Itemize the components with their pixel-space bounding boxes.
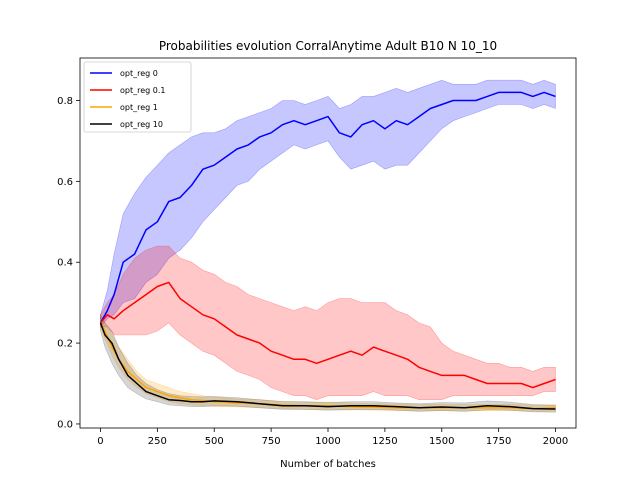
y-tick-label: 0.4 — [57, 258, 73, 269]
x-tick-label: 500 — [205, 436, 224, 447]
legend-box — [83, 61, 192, 133]
legend-label: opt_reg 1 — [120, 103, 158, 112]
x-tick-label: 750 — [262, 436, 281, 447]
x-tick-label: 1500 — [429, 436, 454, 447]
x-tick-label: 0 — [97, 436, 103, 447]
y-tick-label: 0.2 — [57, 339, 73, 350]
x-tick-label: 250 — [148, 436, 167, 447]
legend-label: opt_reg 0 — [120, 69, 158, 78]
y-axis-ticks: 0.0 0.2 0.4 0.6 0.8 — [57, 96, 80, 430]
confidence-bands — [100, 79, 556, 413]
x-tick-label: 1250 — [372, 436, 397, 447]
line-opt-reg-0-1 — [99, 281, 556, 389]
band-opt-reg-1 — [100, 313, 556, 412]
x-tick-label: 1000 — [315, 436, 340, 447]
legend-label: opt_reg 10 — [120, 120, 163, 129]
y-tick-label: 0.6 — [57, 177, 73, 188]
x-axis-label: Number of batches — [280, 459, 376, 470]
x-axis-ticks: 0 250 500 750 1000 1250 1500 1750 2000 — [97, 428, 568, 447]
band-opt-reg-0-1 — [100, 245, 556, 401]
band-opt-reg-10 — [100, 313, 556, 413]
x-tick-label: 1750 — [486, 436, 511, 447]
chart-title: Probabilities evolution CorralAnytime Ad… — [159, 39, 497, 53]
x-tick-label: 2000 — [543, 436, 568, 447]
line-opt-reg-0 — [99, 91, 556, 324]
line-opt-reg-10 — [99, 322, 556, 410]
series-lines — [99, 91, 556, 410]
legend-label: opt_reg 0.1 — [120, 86, 166, 95]
legend: opt_reg 0 opt_reg 0.1 opt_reg 1 opt_reg 10 — [83, 61, 192, 133]
y-tick-label: 0.8 — [57, 96, 73, 107]
y-tick-label: 0.0 — [57, 419, 73, 430]
band-opt-reg-0 — [100, 79, 556, 328]
